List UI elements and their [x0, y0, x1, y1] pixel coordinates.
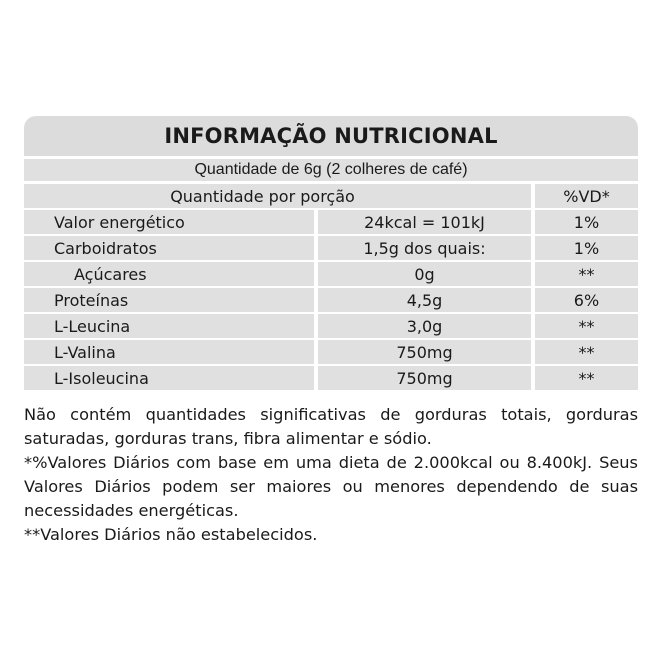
table-row: L-Isoleucina 750mg ** [24, 366, 638, 390]
table-row: Valor energético 24kcal = 101kJ 1% [24, 210, 638, 234]
column-divider [314, 236, 318, 260]
nutrient-name: Proteínas [54, 290, 129, 310]
nutrient-vd: 6% [573, 290, 600, 310]
nutrient-amount: 750mg [396, 342, 453, 362]
serving-size: Quantidade de 6g (2 colheres de café) [24, 159, 638, 181]
column-divider [314, 314, 318, 338]
footnote-daily-values: *%Valores Diários com base em uma dieta … [24, 453, 638, 520]
nutrient-amount: 24kcal = 101kJ [364, 212, 485, 232]
table-title: INFORMAÇÃO NUTRICIONAL [24, 116, 638, 156]
table-row: Açúcares 0g ** [24, 262, 638, 286]
column-divider [531, 262, 535, 286]
nutrition-facts-table: INFORMAÇÃO NUTRICIONAL Quantidade de 6g … [24, 116, 638, 390]
column-divider [531, 184, 535, 208]
nutrient-amount: 0g [414, 264, 435, 284]
header-portion: Quantidade por porção [170, 186, 355, 206]
column-divider [314, 262, 318, 286]
nutrient-name: L-Leucina [54, 316, 131, 336]
column-divider [314, 210, 318, 234]
nutrient-vd: ** [578, 368, 595, 388]
divider [24, 156, 638, 159]
column-divider [314, 340, 318, 364]
nutrient-name: Açúcares [74, 264, 147, 284]
column-divider [314, 288, 318, 312]
nutrient-name: Valor energético [54, 212, 185, 232]
nutrient-amount: 1,5g dos quais: [363, 238, 486, 258]
nutrient-amount: 3,0g [406, 316, 443, 336]
nutrient-vd: ** [578, 264, 595, 284]
table-row: Proteínas 4,5g 6% [24, 288, 638, 312]
nutrient-amount: 750mg [396, 368, 453, 388]
column-divider [531, 366, 535, 390]
table-row: L-Valina 750mg ** [24, 340, 638, 364]
column-divider [531, 288, 535, 312]
footnotes: Não contém quantidades significativas de… [24, 403, 638, 547]
nutrient-vd: 1% [573, 212, 600, 232]
nutrient-amount: 4,5g [406, 290, 443, 310]
header-vd: %VD* [563, 186, 610, 206]
table-body: Valor energético 24kcal = 101kJ 1% Carbo… [24, 210, 638, 390]
nutrient-vd: 1% [573, 238, 600, 258]
divider [24, 181, 638, 184]
nutrient-vd: ** [578, 342, 595, 362]
table-row: L-Leucina 3,0g ** [24, 314, 638, 338]
nutrient-name: Carboidratos [54, 238, 157, 258]
column-divider [531, 340, 535, 364]
nutrient-vd: ** [578, 316, 595, 336]
column-divider [314, 366, 318, 390]
table-row: Carboidratos 1,5g dos quais: 1% [24, 236, 638, 260]
column-divider [531, 210, 535, 234]
column-divider [531, 314, 535, 338]
footnote-not-established: **Valores Diários não estabelecidos. [24, 525, 318, 544]
nutrient-name: L-Valina [54, 342, 116, 362]
column-divider [531, 236, 535, 260]
table-header-row: Quantidade por porção %VD* [24, 184, 638, 208]
nutrient-name: L-Isoleucina [54, 368, 149, 388]
footnote-not-significant: Não contém quantidades significativas de… [24, 405, 638, 448]
